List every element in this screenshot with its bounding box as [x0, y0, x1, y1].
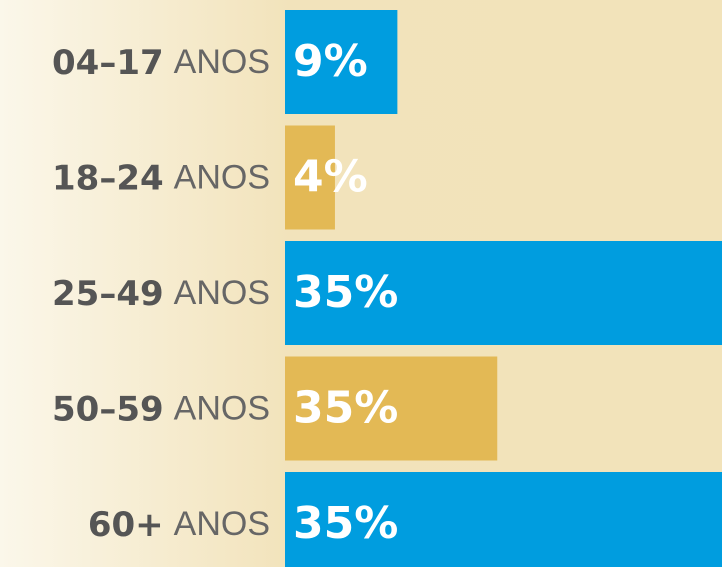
value-label: 9% — [293, 36, 368, 87]
category-label: 50–59 ANOS — [52, 389, 270, 429]
bar — [285, 241, 722, 345]
bar — [285, 356, 498, 461]
category-label: 04–17 ANOS — [52, 43, 270, 83]
category-unit: ANOS — [174, 274, 270, 312]
category-label: 60+ ANOS — [88, 505, 270, 545]
bar — [285, 10, 398, 114]
category-range: 04–17 — [52, 43, 164, 83]
category-range: 50–59 — [52, 389, 164, 429]
category-label: 25–49 ANOS — [52, 274, 270, 314]
category-range: 18–24 — [52, 158, 164, 198]
value-label: 35% — [293, 267, 398, 318]
value-label: 4% — [293, 152, 368, 203]
category-unit: ANOS — [174, 389, 270, 427]
value-label: 35% — [293, 498, 398, 549]
category-range: 25–49 — [52, 274, 164, 314]
category-unit: ANOS — [174, 158, 270, 196]
bar — [285, 125, 335, 230]
category-unit: ANOS — [174, 43, 270, 81]
category-label: 18–24 ANOS — [52, 158, 270, 198]
bar — [285, 472, 722, 567]
category-unit: ANOS — [174, 505, 270, 543]
category-range: 60+ — [88, 505, 164, 545]
value-label: 35% — [293, 383, 398, 434]
